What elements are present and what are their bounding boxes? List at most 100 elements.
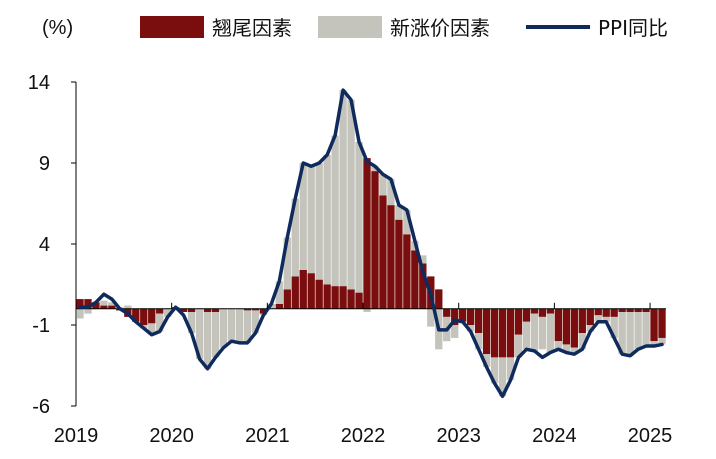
- bar-qiaowei: [331, 286, 339, 309]
- bar-xinzhangjia: [227, 308, 236, 342]
- bar-qiaowei: [506, 308, 515, 358]
- bar-qiaowei: [347, 289, 355, 309]
- bar-xinzhangjia: [482, 354, 491, 368]
- y-tick-label: -1: [32, 315, 50, 337]
- bar-qiaowei: [514, 308, 523, 335]
- bar-qiaowei: [658, 308, 666, 338]
- bar-xinzhangjia: [283, 237, 291, 290]
- bar-xinzhangjia: [291, 198, 299, 277]
- bar-qiaowei: [108, 305, 116, 309]
- bar-qiaowei: [259, 308, 268, 314]
- bar-qiaowei: [148, 308, 156, 324]
- bar-xinzhangjia: [315, 163, 323, 280]
- bar-qiaowei: [243, 308, 252, 311]
- bar-xinzhangjia: [164, 308, 172, 317]
- bar-xinzhangjia: [514, 334, 523, 358]
- bar-qiaowei: [419, 263, 427, 309]
- bar-qiaowei: [156, 308, 164, 314]
- bar-qiaowei: [339, 286, 347, 309]
- legend-label-qiaowei: 翘尾因素: [212, 16, 292, 40]
- bar-xinzhangjia: [124, 305, 132, 309]
- bar-xinzhangjia: [203, 312, 212, 369]
- bar-xinzhangjia: [610, 316, 618, 338]
- bar-xinzhangjia: [554, 341, 563, 350]
- bar-qiaowei: [594, 308, 602, 316]
- bar-xinzhangjia: [100, 300, 108, 306]
- bar-qiaowei: [307, 273, 315, 309]
- bar-xinzhangjia: [570, 347, 578, 355]
- bar-qiaowei: [211, 308, 220, 313]
- x-tick-label: 2023: [436, 425, 481, 447]
- bar-qiaowei: [546, 308, 555, 314]
- bar-xinzhangjia: [626, 312, 634, 356]
- bar-xinzhangjia: [395, 205, 403, 220]
- bar-qiaowei: [403, 234, 411, 309]
- bar-qiaowei: [435, 289, 443, 309]
- x-tick-label: 2020: [149, 425, 194, 447]
- bar-qiaowei: [498, 308, 507, 358]
- bar-qiaowei: [395, 219, 403, 309]
- ppi-line: [78, 88, 664, 399]
- bar-xinzhangjia: [490, 357, 499, 384]
- bar-qiaowei: [291, 276, 299, 309]
- y-tick-label: -6: [32, 396, 50, 418]
- bar-xinzhangjia: [275, 281, 283, 304]
- legend-label-xinzhangjia: 新涨价因素: [390, 16, 490, 40]
- x-axis: 2019 2020 2021 2022 2023 2024 2025: [54, 302, 673, 447]
- bar-qiaowei: [355, 292, 363, 309]
- bar-qiaowei: [578, 308, 586, 334]
- bars: [76, 90, 666, 397]
- bar-qiaowei: [411, 250, 419, 309]
- bar-qiaowei: [363, 158, 371, 309]
- bar-xinzhangjia: [403, 209, 411, 235]
- bar-xinzhangjia: [156, 313, 164, 332]
- bar-xinzhangjia: [347, 99, 355, 290]
- bar-xinzhangjia: [562, 344, 571, 353]
- bar-xinzhangjia: [84, 308, 92, 314]
- bar-xinzhangjia: [650, 341, 658, 347]
- bar-xinzhangjia: [108, 302, 116, 306]
- bar-xinzhangjia: [323, 154, 331, 285]
- bar-qiaowei: [586, 308, 594, 325]
- bar-xinzhangjia: [187, 312, 196, 334]
- bar-qiaowei: [634, 308, 642, 313]
- bar-qiaowei: [474, 308, 483, 334]
- bar-xinzhangjia: [530, 313, 539, 351]
- bar-qiaowei: [203, 308, 212, 313]
- bar-xinzhangjia: [594, 315, 602, 322]
- bar-xinzhangjia: [538, 316, 547, 350]
- bar-xinzhangjia: [506, 357, 515, 381]
- bar-xinzhangjia: [235, 308, 244, 343]
- bar-qiaowei: [602, 308, 610, 317]
- bar-xinzhangjia: [427, 308, 435, 327]
- x-tick-label: 2021: [245, 425, 290, 447]
- bar-xinzhangjia: [618, 312, 626, 355]
- bar-qiaowei: [323, 284, 331, 309]
- bar-xinzhangjia: [474, 333, 483, 350]
- bar-qiaowei: [187, 308, 196, 313]
- bar-qiaowei: [490, 308, 499, 358]
- y-tick-label: 4: [39, 234, 50, 256]
- bar-xinzhangjia: [339, 90, 347, 287]
- bar-qiaowei: [618, 308, 626, 313]
- bar-qiaowei: [76, 299, 84, 309]
- bar-qiaowei: [92, 302, 100, 309]
- bar-qiaowei: [459, 308, 467, 322]
- bar-xinzhangjia: [546, 313, 555, 353]
- legend-swatch-qiaowei: [140, 16, 204, 38]
- legend-swatch-xinzhangjia: [318, 16, 382, 38]
- bar-qiaowei: [554, 308, 563, 342]
- bar-xinzhangjia: [451, 325, 459, 338]
- bar-xinzhangjia: [522, 321, 531, 350]
- bar-xinzhangjia: [307, 166, 315, 274]
- bar-xinzhangjia: [243, 310, 252, 343]
- bar-xinzhangjia: [658, 337, 666, 345]
- x-tick-label: 2024: [532, 425, 577, 447]
- x-tick-label: 2025: [628, 425, 673, 447]
- bar-qiaowei: [522, 308, 531, 322]
- bar-qiaowei: [538, 308, 547, 317]
- bar-qiaowei: [626, 308, 634, 313]
- bar-xinzhangjia: [387, 179, 395, 206]
- bar-xinzhangjia: [586, 325, 594, 332]
